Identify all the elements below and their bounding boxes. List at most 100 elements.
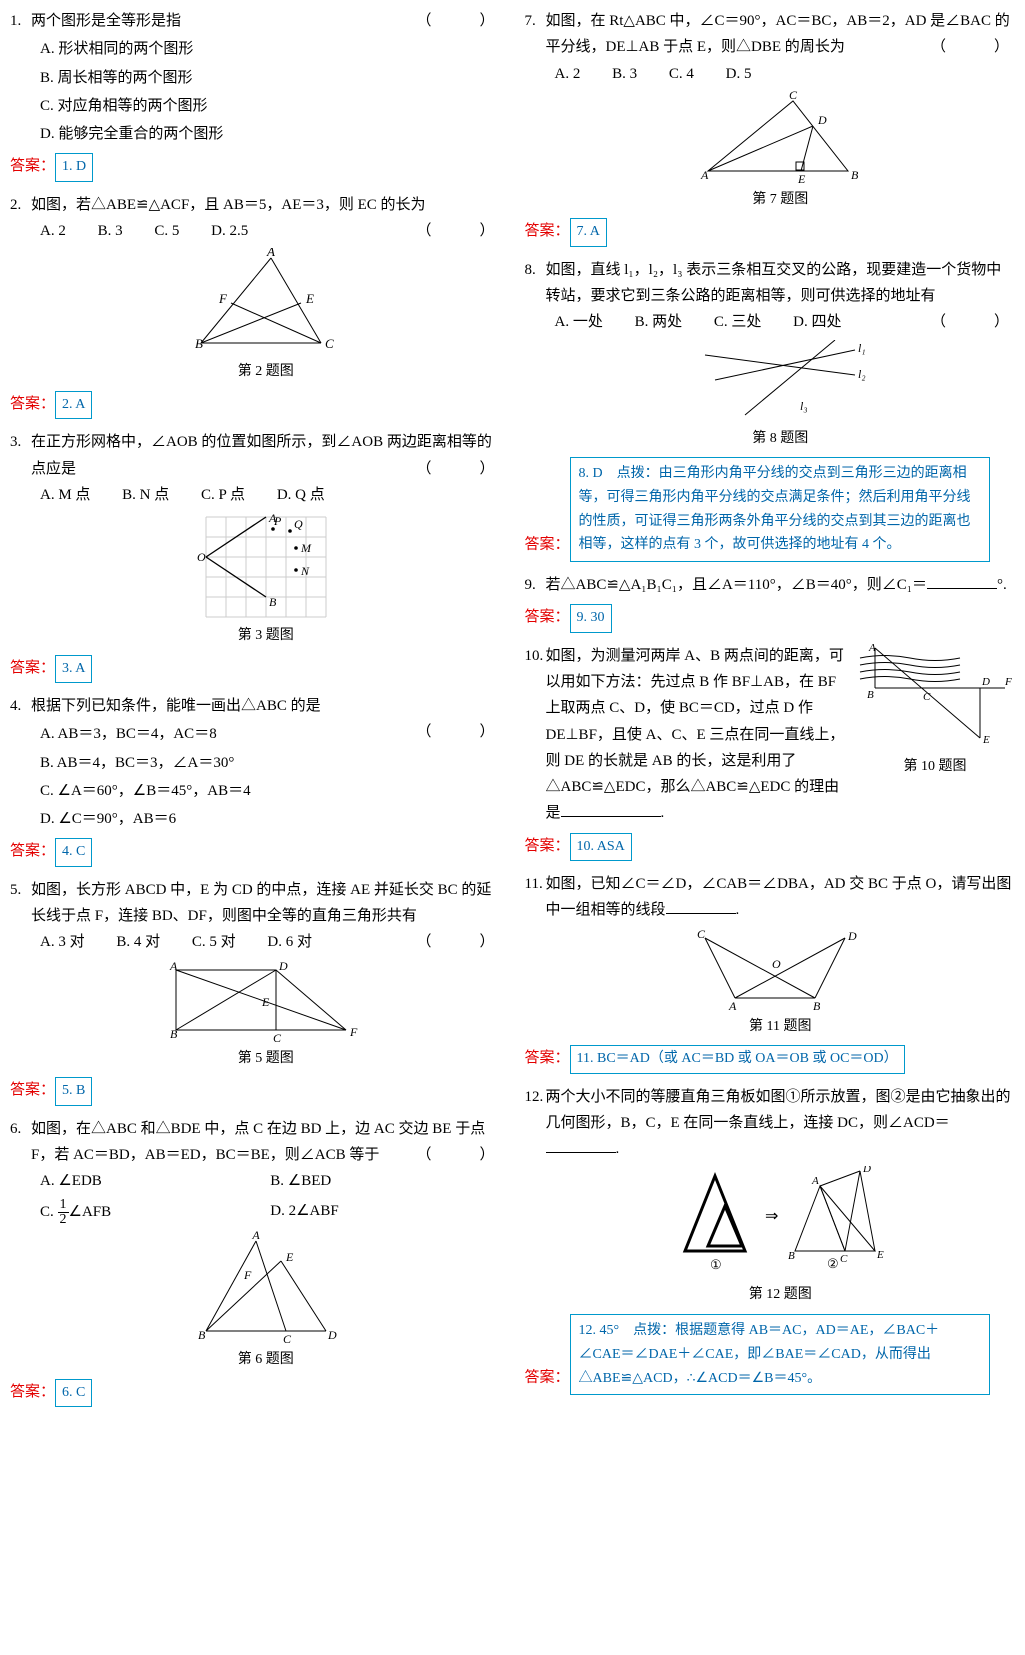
q9-text: 若△ABC≌△A₁B₁C₁，且∠A＝110°，∠B＝40°，则∠C₁＝: [546, 577, 928, 593]
q7-caption: 第 7 题图: [546, 188, 1016, 213]
q8-text: 如图，直线 l₁，l₂，l₃ 表示三条相互交叉的公路，现要建造一个货物中转站，要…: [546, 262, 1002, 304]
q1-ans-box: 1. D: [55, 153, 93, 182]
svg-text:D: D: [862, 1166, 871, 1175]
answer-label: 答案：: [10, 660, 55, 676]
right-column: 7.如图，在 Rt△ABC 中，∠C＝90°，AC＝BC，AB＝2，AD 是∠B…: [525, 8, 1016, 1417]
q8-num: 8.: [525, 257, 536, 283]
q5-optC: C. 5 对: [192, 929, 236, 955]
svg-text:B: B: [170, 1027, 178, 1041]
answer-label: 答案：: [525, 1370, 570, 1386]
q9-answer: 答案：9. 30: [525, 604, 1016, 633]
q2-num: 2.: [10, 192, 21, 218]
q12-figure: ① ⇒ ABCDE ② 第 12 题图: [525, 1166, 1016, 1308]
left-column: 1.两个图形是全等形是指（ ） A. 形状相同的两个图形 B. 周长相等的两个图…: [10, 8, 501, 1417]
q1-optB: B. 周长相等的两个图形: [40, 65, 501, 91]
svg-text:E: E: [305, 291, 314, 306]
question-6: 6.如图，在△ABC 和△BDE 中，点 C 在边 BD 上，边 AC 交边 B…: [10, 1116, 501, 1373]
q10-blank: [561, 802, 661, 817]
svg-text:O: O: [772, 957, 781, 971]
svg-text:⇒: ⇒: [765, 1208, 778, 1225]
svg-text:N: N: [300, 564, 310, 578]
svg-text:Q: Q: [294, 517, 303, 531]
q6-optB: B. ∠BED: [270, 1168, 500, 1194]
q4-optD: D. ∠C＝90°，AB＝6: [40, 806, 501, 832]
q5-optD: D. 6 对: [267, 929, 312, 955]
question-4: 4.根据下列已知条件，能唯一画出△ABC 的是 （ ） A. AB＝3，BC＝4…: [10, 693, 501, 832]
svg-text:E: E: [261, 995, 270, 1009]
svg-text:②: ②: [827, 1256, 839, 1271]
svg-text:F: F: [349, 1025, 358, 1039]
answer-label: 答案：: [10, 1384, 55, 1400]
q11-answer: 答案：11. BC＝AD（或 AC＝BD 或 OA＝OB 或 OC＝OD）: [525, 1045, 1016, 1074]
q6-optA: A. ∠EDB: [40, 1168, 270, 1194]
q1-optC: C. 对应角相等的两个图形: [40, 93, 501, 119]
q7-figure: ABCDE 第 7 题图: [525, 91, 1016, 213]
answer-label: 答案：: [525, 1050, 570, 1066]
q2-caption: 第 2 题图: [31, 360, 501, 385]
q12-text: 两个大小不同的等腰直角三角板如图①所示放置，图②是由它抽象出的几何图形，B，C，…: [546, 1089, 1011, 1131]
svg-text:D: D: [817, 113, 827, 127]
q2-ans-box: 2. A: [55, 391, 92, 420]
q8-caption: 第 8 题图: [546, 427, 1016, 452]
q1-answer: 答案：1. D: [10, 153, 501, 182]
q8-answer: 答案：8. D 点拨：由三角形内角平分线的交点到三角形三边的距离相等，可得三角形…: [525, 457, 1016, 562]
q7-optC: C. 4: [669, 61, 694, 87]
svg-text:B: B: [813, 999, 821, 1013]
svg-text:l₁: l₁: [858, 341, 866, 355]
q6-answer: 答案：6. C: [10, 1379, 501, 1408]
question-3: 3.在正方形网格中，∠AOB 的位置如图所示，到∠AOB 两边距离相等的点应是（…: [10, 429, 501, 648]
question-5: 5.如图，长方形 ABCD 中，E 为 CD 的中点，连接 AE 并延长交 BC…: [10, 877, 501, 1071]
q5-text: 如图，长方形 ABCD 中，E 为 CD 的中点，连接 AE 并延长交 BC 的…: [31, 882, 491, 924]
q1-num: 1.: [10, 8, 21, 34]
q6-num: 6.: [10, 1116, 21, 1142]
answer-label: 答案：: [10, 843, 55, 859]
q10-answer: 答案：10. ASA: [525, 833, 1016, 862]
svg-text:C: C: [325, 336, 334, 351]
q12-ans-box: 12. 45° 点拨：根据题意得 AB＝AC，AD＝AE，∠BAC＋∠CAE＝∠…: [570, 1314, 990, 1395]
q2-optA: A. 2: [40, 218, 66, 244]
q9-ans-box: 9. 30: [570, 604, 612, 633]
q6-ans-box: 6. C: [55, 1379, 92, 1408]
answer-label: 答案：: [10, 396, 55, 412]
answer-label: 答案：: [525, 536, 570, 552]
q6-optC: C. 12∠AFB: [40, 1198, 270, 1227]
svg-text:A: A: [700, 168, 709, 182]
svg-text:A: A: [169, 960, 178, 973]
q4-text: 根据下列已知条件，能唯一画出△ABC 的是: [31, 698, 321, 714]
svg-text:A: A: [266, 248, 275, 259]
question-1: 1.两个图形是全等形是指（ ） A. 形状相同的两个图形 B. 周长相等的两个图…: [10, 8, 501, 147]
q1-paren: （ ）: [416, 8, 500, 34]
q3-optC: C. P 点: [201, 482, 245, 508]
svg-text:F: F: [243, 1268, 252, 1282]
svg-text:D: D: [327, 1328, 337, 1342]
q3-figure: OAB PQMN 第 3 题图: [10, 512, 501, 649]
q5-ans-box: 5. B: [55, 1077, 92, 1106]
q7-svg: ABCDE: [693, 91, 868, 186]
q4-optB: B. AB＝4，BC＝3，∠A＝30°: [40, 750, 501, 776]
q8-paren: （ ）: [931, 309, 1015, 335]
q5-optA: A. 3 对: [40, 929, 85, 955]
q2-paren: （ ）: [416, 218, 500, 244]
question-10: ABCDEF 第 10 题图 10.如图，为测量河两岸 A、B 两点间的距离，可…: [525, 643, 1016, 827]
svg-text:A: A: [251, 1231, 260, 1242]
svg-text:M: M: [300, 541, 312, 555]
q9-blank: [927, 574, 997, 589]
two-column-layout: 1.两个图形是全等形是指（ ） A. 形状相同的两个图形 B. 周长相等的两个图…: [10, 8, 1015, 1417]
q8-optD: D. 四处: [793, 309, 841, 335]
q4-optC: C. ∠A＝60°，∠B＝45°，AB＝4: [40, 778, 501, 804]
q6-svg: ABCDEF: [186, 1231, 346, 1346]
q8-optC: C. 三处: [714, 309, 762, 335]
question-2: 2.如图，若△ABE≌△ACF，且 AB＝5，AE＝3，则 EC 的长为（ ） …: [10, 192, 501, 385]
q8-svg: l₁l₂l₃: [685, 340, 875, 425]
q7-ans-box: 7. A: [570, 218, 607, 247]
q7-optD: D. 5: [726, 61, 752, 87]
svg-text:E: E: [876, 1249, 884, 1261]
q2-optB: B. 3: [98, 218, 123, 244]
question-7: 7.如图，在 Rt△ABC 中，∠C＝90°，AC＝BC，AB＝2，AD 是∠B…: [525, 8, 1016, 212]
q6-paren: （ ）: [416, 1142, 500, 1168]
q3-ans-box: 3. A: [55, 655, 92, 684]
q3-caption: 第 3 题图: [31, 624, 501, 649]
q6-optD: D. 2∠ABF: [270, 1198, 500, 1227]
svg-text:l₂: l₂: [858, 367, 866, 381]
q1-optD: D. 能够完全重合的两个图形: [40, 121, 501, 147]
